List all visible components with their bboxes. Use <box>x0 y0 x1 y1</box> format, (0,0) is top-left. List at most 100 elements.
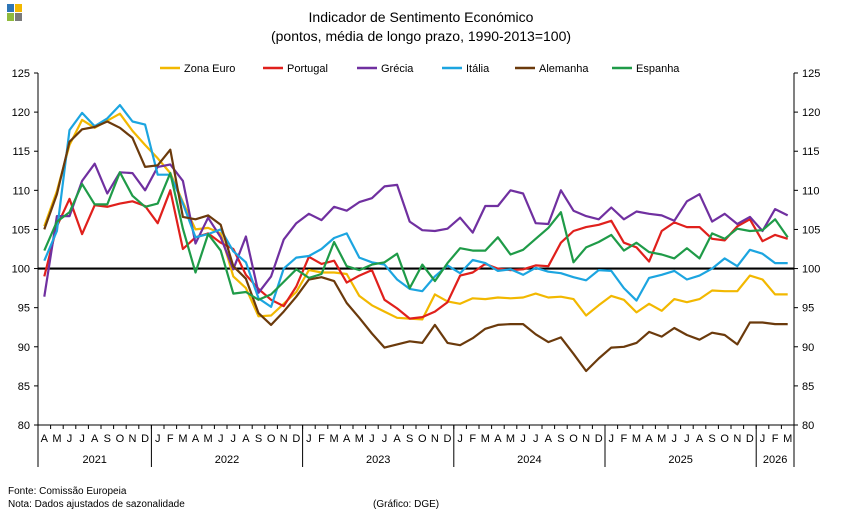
month-label: N <box>280 433 288 445</box>
month-label: N <box>582 433 590 445</box>
chart-title: Indicador de Sentimento Económico <box>309 9 534 25</box>
month-label: J <box>369 433 375 445</box>
legend-label: Alemanha <box>539 63 589 75</box>
y-tick-label-left: 105 <box>12 224 30 236</box>
month-label: A <box>696 433 704 445</box>
y-tick-label-left: 90 <box>18 342 30 354</box>
month-label: J <box>67 433 73 445</box>
month-label: D <box>595 433 603 445</box>
month-label: S <box>255 433 262 445</box>
y-tick-label-left: 120 <box>12 107 30 119</box>
month-label: M <box>355 433 364 445</box>
month-label: A <box>91 433 99 445</box>
chart-legend: Zona Euro Portugal Grécia Itália Alemanha Esp… <box>160 63 680 75</box>
month-label: M <box>506 433 515 445</box>
year-label: 2021 <box>82 454 106 466</box>
year-label: 2026 <box>763 454 787 466</box>
footer-source: Fonte: Comissão Europeia <box>8 486 127 497</box>
series-line-espanha <box>43 171 789 301</box>
dge-logo <box>7 4 23 22</box>
month-label: J <box>533 433 539 445</box>
year-label: 2022 <box>215 454 239 466</box>
month-label: A <box>393 433 401 445</box>
y-tick-label-left: 125 <box>12 68 30 80</box>
chart-subtitle: (pontos, média de longo prazo, 1990-2013… <box>271 28 571 44</box>
legend-label: Portugal <box>287 63 328 75</box>
month-label: J <box>79 433 85 445</box>
month-label: A <box>242 433 250 445</box>
month-label: J <box>457 433 463 445</box>
y-tick-label-right: 90 <box>802 342 814 354</box>
month-label: J <box>684 433 690 445</box>
y-tick-label-right: 85 <box>802 381 814 393</box>
month-label: A <box>192 433 200 445</box>
logo-square-grey <box>15 13 22 21</box>
month-label: S <box>708 433 715 445</box>
series-line-itália <box>43 103 788 308</box>
y-tick-label-left: 110 <box>12 185 30 197</box>
year-label: 2023 <box>366 454 390 466</box>
month-label: F <box>621 433 628 445</box>
month-label: M <box>783 433 792 445</box>
month-label: D <box>292 433 300 445</box>
series-line-alemanha <box>43 120 788 373</box>
month-label: J <box>231 433 237 445</box>
month-label: F <box>167 433 174 445</box>
y-tick-label-right: 125 <box>802 68 820 80</box>
month-label: M <box>632 433 641 445</box>
month-label: J <box>520 433 526 445</box>
month-label: N <box>733 433 741 445</box>
y-tick-label-right: 105 <box>802 224 820 236</box>
series-lines <box>43 103 789 373</box>
month-label: O <box>418 433 427 445</box>
footer-note: Nota: Dados ajustados de sazonalidade <box>8 499 185 510</box>
month-label: D <box>746 433 754 445</box>
y-tick-label-right: 120 <box>802 107 820 119</box>
y-axis-left: 80 85 90 95 100 105 110 115 120 125 <box>12 68 39 467</box>
y-tick-label-left: 95 <box>18 303 30 315</box>
month-label: O <box>116 433 125 445</box>
y-tick-label-left: 85 <box>18 381 30 393</box>
month-label: A <box>645 433 653 445</box>
y-tick-label-right: 110 <box>802 185 820 197</box>
month-label: F <box>318 433 325 445</box>
footer-credit: (Gráfico: DGE) <box>373 499 440 510</box>
month-label: M <box>204 433 213 445</box>
series-line-portugal <box>43 189 789 320</box>
legend-label: Espanha <box>636 63 680 75</box>
month-label: D <box>444 433 452 445</box>
month-label: M <box>481 433 490 445</box>
month-label: N <box>129 433 137 445</box>
month-label: S <box>557 433 564 445</box>
y-tick-label-left: 100 <box>12 264 30 276</box>
y-tick-label-right: 115 <box>802 146 820 158</box>
logo-square-green <box>7 13 14 21</box>
y-tick-label-left: 115 <box>12 146 30 158</box>
month-label: O <box>569 433 578 445</box>
logo-square-blue <box>7 4 14 12</box>
month-label: J <box>155 433 161 445</box>
series-line-grécia <box>43 162 789 297</box>
month-label: F <box>772 433 779 445</box>
month-label: M <box>178 433 187 445</box>
month-label: M <box>657 433 666 445</box>
month-label: J <box>760 433 766 445</box>
legend-label: Zona Euro <box>184 63 235 75</box>
y-tick-label-right: 95 <box>802 303 814 315</box>
month-label: J <box>306 433 312 445</box>
logo-square-yellow <box>15 4 22 12</box>
month-label: D <box>141 433 149 445</box>
month-label: J <box>609 433 615 445</box>
month-label: J <box>672 433 678 445</box>
year-label: 2025 <box>668 454 692 466</box>
y-axis-right: 80 85 90 95 100 105 110 115 120 125 <box>793 68 820 467</box>
month-label: A <box>494 433 502 445</box>
month-label: M <box>330 433 339 445</box>
y-tick-label-right: 80 <box>802 420 814 432</box>
legend-label: Grécia <box>381 63 414 75</box>
series-line-zona-euro <box>43 112 788 321</box>
month-label: A <box>545 433 553 445</box>
y-tick-label-left: 80 <box>18 420 30 432</box>
